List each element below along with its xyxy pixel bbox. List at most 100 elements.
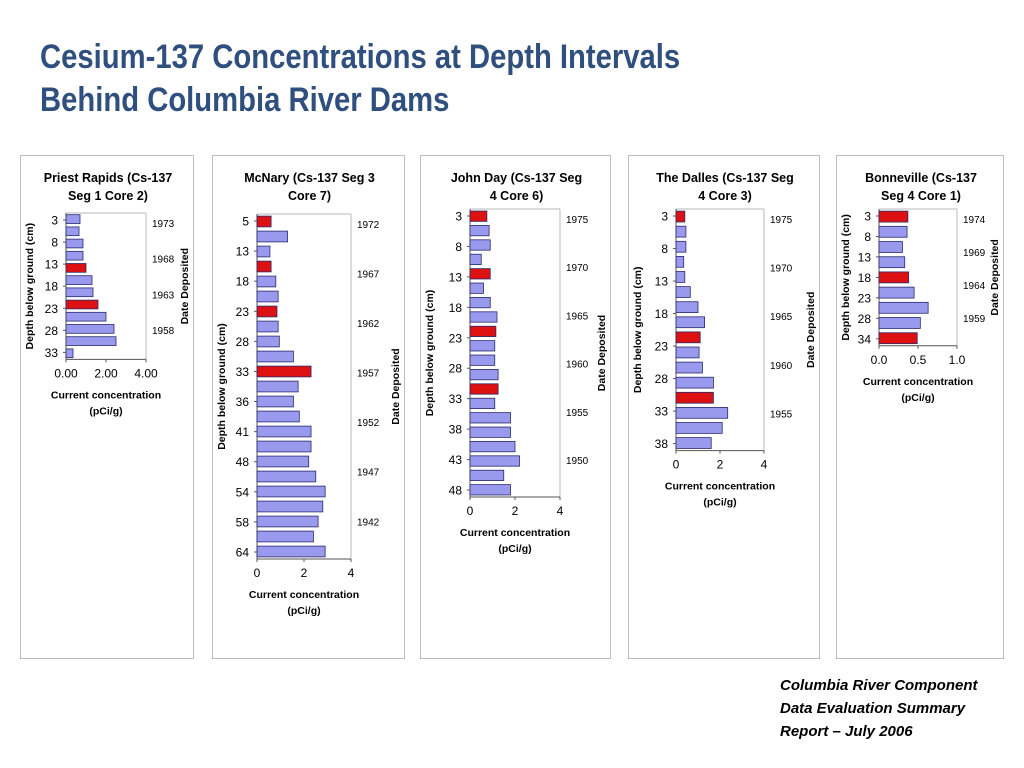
highlighted-bar (469, 210, 488, 222)
bar (675, 316, 706, 329)
bar (675, 376, 714, 389)
slide-title-line-2: Behind Columbia River Dams (40, 81, 450, 119)
bar (675, 271, 686, 283)
chart-title-line: 4 Core 6) (490, 189, 544, 203)
depth-tick-label: 33 (236, 365, 250, 379)
bar (256, 545, 326, 558)
bonneville-chart: Bonneville (Cs-137 Seg 4 Core 1) 3 8 13 18 23 2… (836, 155, 1004, 659)
depth-tick-label: 23 (858, 291, 872, 305)
slide-title-line-1: Cesium-137 Concentrations at Depth Inter… (40, 38, 681, 76)
date-tick-label: 1952 (357, 418, 380, 429)
x-tick-label: 0 (467, 504, 474, 518)
highlighted-bar (675, 391, 714, 404)
depth-tick-label: 18 (45, 280, 59, 294)
depth-tick-label: 13 (449, 270, 463, 284)
x-axis-title-line: Current concentration (665, 481, 775, 493)
bar (256, 335, 280, 348)
bar (469, 426, 511, 438)
mcnary-chart: McNary (Cs-137 Seg 3 Core 7) 5 13 18 23 28 33 36… (212, 155, 405, 659)
x-axis-title-line: (pCi/g) (703, 497, 736, 509)
date-tick-label: 1957 (357, 369, 380, 380)
bar (65, 214, 81, 224)
depth-tick-label: 33 (45, 346, 59, 360)
highlighted-bar (675, 331, 701, 344)
depth-tick-label: 28 (449, 362, 463, 376)
date-tick-label: 1972 (357, 220, 380, 231)
depth-tick-label: 13 (236, 245, 250, 259)
depth-tick-label: 3 (51, 214, 58, 228)
depth-tick-label: 36 (236, 395, 250, 409)
bar (65, 238, 84, 249)
slide-title: Cesium-137 Concentrations at Depth Inter… (40, 36, 680, 122)
depth-tick-label: 8 (864, 230, 871, 244)
citation-line-1: Columbia River Component (780, 677, 978, 694)
bar (675, 301, 699, 313)
date-tick-label: 1969 (963, 248, 986, 259)
x-tick-label: 1.0 (949, 353, 966, 367)
depth-tick-label: 38 (449, 423, 463, 437)
bar (675, 256, 685, 268)
depth-tick-label: 18 (236, 275, 250, 289)
date-tick-label: 1975 (566, 215, 589, 226)
chart-title-line: 4 Core 3) (698, 189, 752, 203)
depth-tick-label: 23 (449, 331, 463, 345)
bar (878, 301, 929, 314)
bar (878, 225, 908, 238)
x-axis-title-line: (pCi/g) (901, 392, 934, 404)
depth-tick-label: 48 (449, 484, 463, 498)
date-tick-label: 1967 (357, 270, 380, 281)
chart-svg: Priest Rapids (Cs-137 Seg 1 Core 2) 3 8 13 18… (24, 171, 191, 417)
depth-tick-label: 41 (236, 425, 250, 439)
x-axis-title-line: Current concentration (460, 527, 570, 539)
date-tick-label: 1965 (566, 311, 589, 322)
date-tick-label: 1970 (770, 264, 793, 275)
chart-svg: McNary (Cs-137 Seg 3 Core 7) 5 13 18 23 28 33 36… (216, 171, 402, 617)
date-tick-label: 1947 (357, 468, 380, 479)
bar (256, 410, 300, 423)
x-tick-label: 0 (673, 458, 680, 472)
bar (256, 485, 326, 498)
chart-title-line: John Day (Cs-137 Seg (451, 171, 582, 185)
depth-tick-label: 43 (449, 453, 463, 467)
depth-tick-label: 3 (455, 210, 462, 224)
john-day-chart: John Day (Cs-137 Seg 4 Core 6) 3 8 13 18 23 28 3… (420, 155, 611, 659)
highlighted-bar (256, 215, 272, 228)
bar (469, 297, 491, 309)
highlighted-bar (878, 271, 910, 284)
bar (256, 425, 312, 438)
x-tick-label: 4 (557, 504, 564, 518)
depth-tick-label: 5 (242, 215, 249, 229)
chart-title-line: Core 7) (288, 189, 331, 203)
bar (65, 324, 115, 334)
chart-svg: Bonneville (Cs-137 Seg 4 Core 1) 3 8 13 18 23 2… (840, 171, 1001, 404)
highlighted-bar (65, 263, 87, 273)
bar (469, 455, 520, 467)
x-tick-label: 4.00 (134, 366, 158, 380)
depth-tick-label: 34 (858, 332, 872, 346)
bar (469, 441, 516, 453)
bar (256, 320, 279, 333)
bar (65, 287, 94, 298)
depth-tick-label: 33 (449, 392, 463, 406)
date-tick-label: 1960 (770, 361, 793, 372)
the-dalles-chart: The Dalles (Cs-137 Seg 4 Core 3) 3 8 13 18 23 2… (628, 155, 820, 659)
bar (256, 290, 279, 303)
date-tick-label: 1963 (152, 290, 175, 301)
x-axis-title-line: Current concentration (863, 376, 973, 388)
depth-tick-label: 23 (236, 305, 250, 319)
depth-tick-label: 18 (858, 271, 872, 285)
x-tick-label: 0 (254, 566, 261, 580)
depth-tick-label: 48 (236, 455, 250, 469)
bar (469, 282, 484, 294)
date-tick-label: 1964 (963, 281, 986, 292)
bar (65, 348, 74, 359)
depth-tick-label: 23 (655, 340, 669, 354)
bar (65, 336, 117, 346)
highlighted-bar (469, 383, 499, 395)
bar (256, 245, 271, 258)
date-tick-label: 1973 (152, 219, 175, 230)
depth-tick-label: 18 (655, 307, 669, 321)
bar (256, 530, 314, 543)
bar (256, 350, 294, 363)
